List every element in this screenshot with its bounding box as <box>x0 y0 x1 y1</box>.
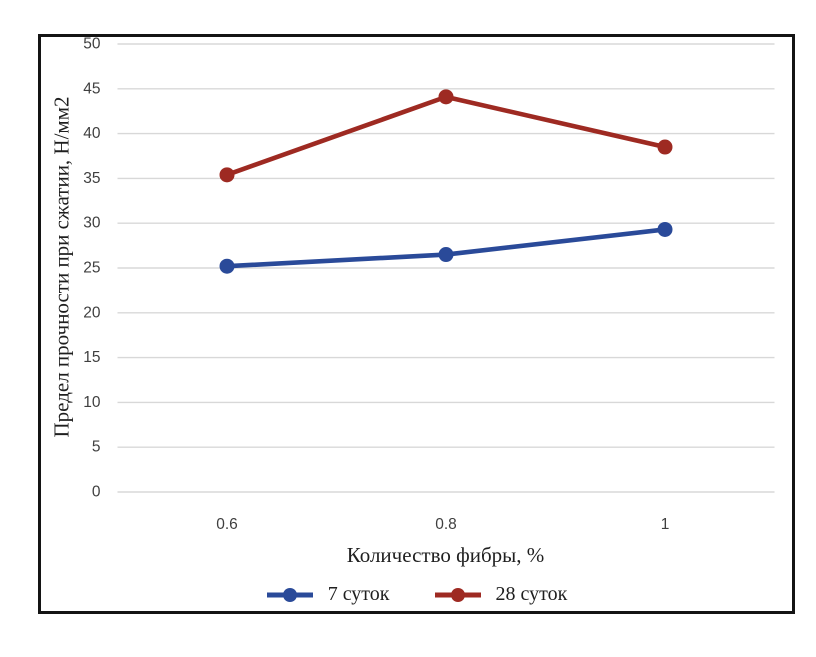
y-tick-label: 15 <box>83 349 100 366</box>
legend-item-7-sutok: 7 суток <box>266 583 390 606</box>
legend-item-28-sutok: 28 суток <box>434 583 568 606</box>
data-point-marker <box>219 258 235 274</box>
y-axis-title: Предел прочности при сжатии, Н/мм2 <box>49 96 74 438</box>
line-marker-icon <box>434 587 481 602</box>
y-tick-label: 5 <box>92 439 101 456</box>
y-tick-label: 25 <box>83 260 100 277</box>
x-tick-label: 0.8 <box>435 516 457 533</box>
y-tick-label: 20 <box>83 304 101 321</box>
y-tick-label: 35 <box>83 170 100 187</box>
y-tick-label: 50 <box>83 37 101 53</box>
data-point-marker <box>657 139 673 155</box>
y-tick-label: 45 <box>83 80 100 97</box>
y-tick-label: 0 <box>92 484 101 501</box>
data-point-marker <box>657 221 673 237</box>
x-tick-label: 1 <box>661 516 670 533</box>
data-point-marker <box>219 167 235 183</box>
series-line <box>224 94 668 178</box>
y-tick-label: 10 <box>83 394 101 411</box>
legend-label: 7 суток <box>327 583 390 605</box>
chart-frame: 0 5 10 15 20 25 30 35 40 45 50 0.6 0.8 1 Предел прочн… <box>38 34 795 614</box>
x-tick-label: 0.6 <box>216 516 238 533</box>
x-axis-title: Количество фибры, % <box>346 543 545 567</box>
plot-area: 0 5 10 15 20 25 30 35 40 45 50 0.6 0.8 1 <box>83 37 775 533</box>
data-point-marker <box>438 247 454 263</box>
legend: 7 суток 28 суток <box>41 583 792 606</box>
data-point-marker <box>438 89 454 105</box>
legend-label: 28 суток <box>495 583 568 605</box>
line-marker-icon <box>266 587 313 602</box>
y-tick-label: 30 <box>83 215 101 232</box>
y-tick-label: 40 <box>83 125 101 142</box>
